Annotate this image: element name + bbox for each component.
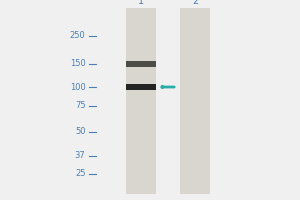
Text: 100: 100 [70,83,86,92]
Text: 1: 1 [138,0,144,6]
Text: 75: 75 [75,102,86,110]
FancyBboxPatch shape [126,61,156,67]
Text: 50: 50 [75,128,86,136]
Text: 2: 2 [192,0,198,6]
FancyBboxPatch shape [126,84,156,90]
Text: 37: 37 [75,152,86,160]
Text: 150: 150 [70,60,86,68]
FancyBboxPatch shape [126,8,156,194]
Text: 25: 25 [75,170,86,178]
Text: 250: 250 [70,31,86,40]
FancyBboxPatch shape [180,8,210,194]
